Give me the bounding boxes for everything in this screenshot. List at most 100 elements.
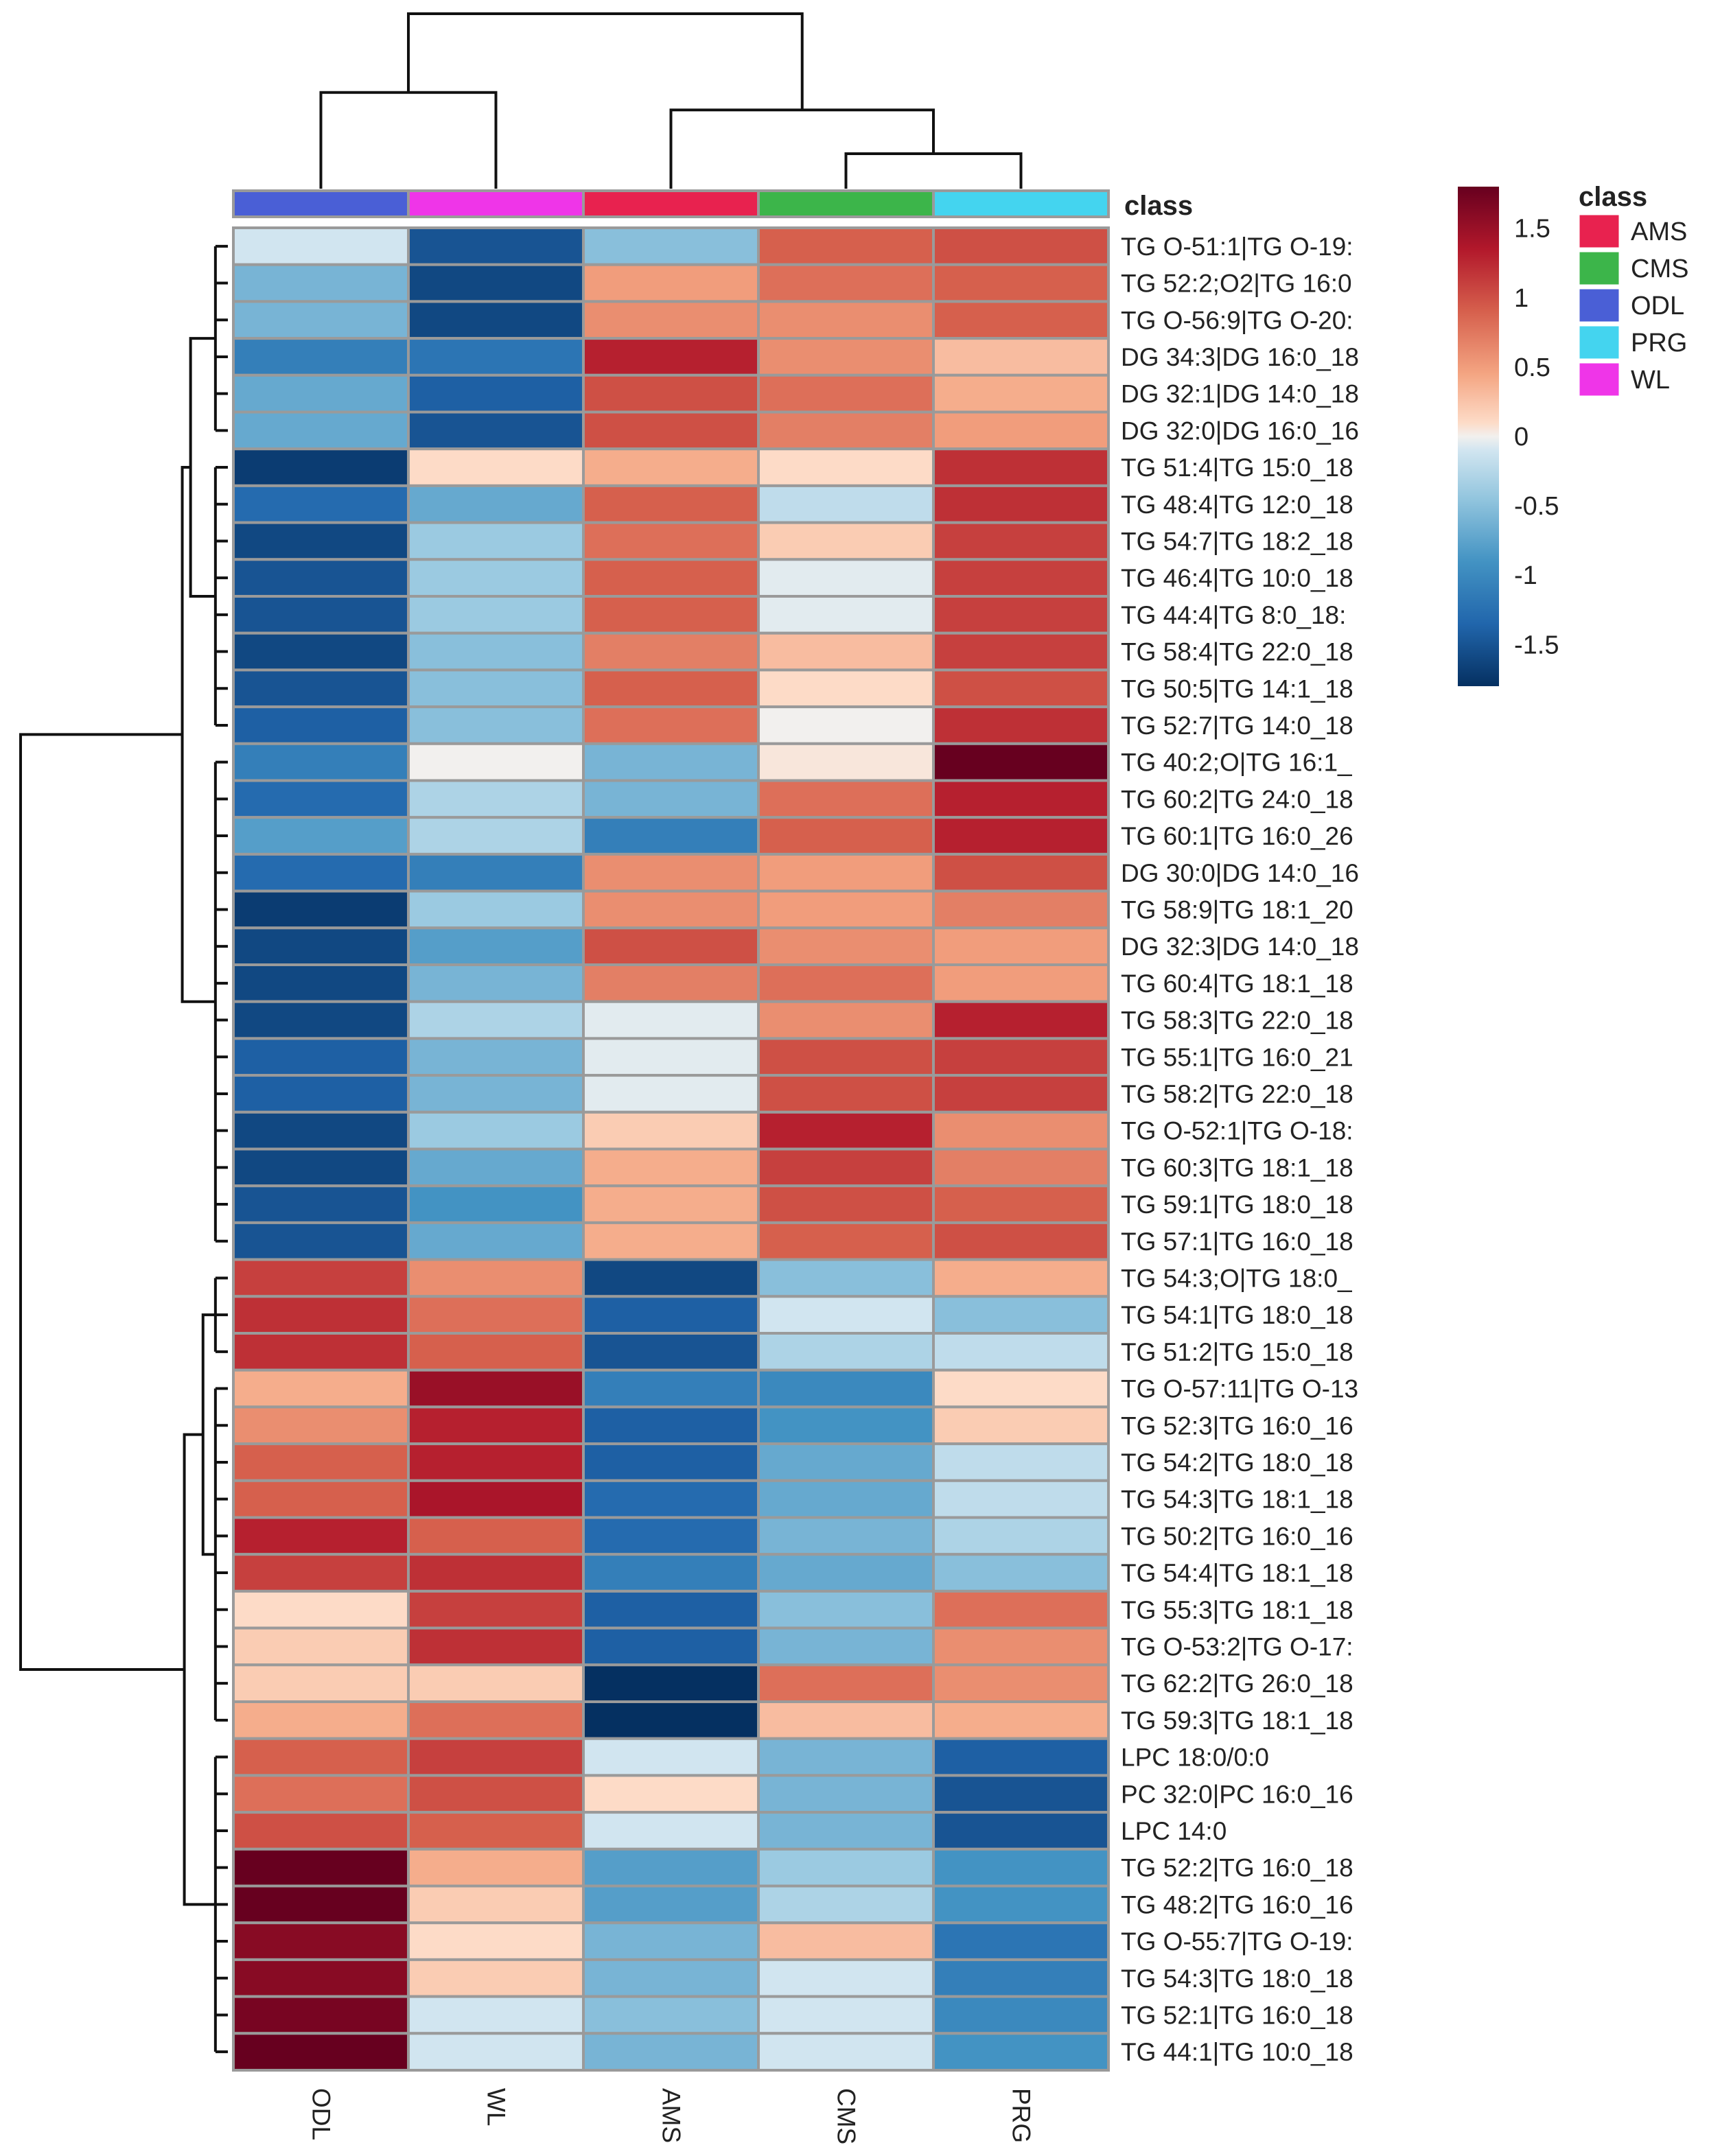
- heatmap-cell: [932, 668, 1110, 709]
- heatmap-cell: [757, 852, 935, 893]
- heatmap-cell: [932, 1626, 1110, 1667]
- row-label: TG O-56:9|TG O-20:: [1121, 306, 1353, 334]
- heatmap-cell: [582, 484, 760, 524]
- heatmap-cell: [232, 668, 410, 709]
- heatmap-cell: [232, 852, 410, 893]
- row-label: TG 59:1|TG 18:0_18: [1121, 1191, 1353, 1219]
- heatmap-cell: [407, 1884, 585, 1925]
- heatmap-cell: [932, 1774, 1110, 1814]
- heatmap-cell: [757, 373, 935, 414]
- heatmap-cell: [757, 1737, 935, 1777]
- heatmap-cell: [932, 1479, 1110, 1519]
- heatmap-cell: [932, 1553, 1110, 1593]
- heatmap-cell: [407, 926, 585, 967]
- heatmap-cell: [932, 1184, 1110, 1224]
- heatmap-cell: [232, 889, 410, 930]
- heatmap-cell: [932, 337, 1110, 377]
- heatmap-cell: [757, 1295, 935, 1335]
- color-scale-bar: [1458, 187, 1499, 686]
- color-scale-tick-label: 1: [1514, 284, 1529, 313]
- row-label: TG 54:7|TG 18:2_18: [1121, 527, 1353, 555]
- color-scale-tick-label: -0.5: [1514, 492, 1559, 521]
- heatmap-cell: [232, 521, 410, 561]
- heatmap-cell: [932, 963, 1110, 1003]
- heatmap-cell: [407, 1553, 585, 1593]
- heatmap-cell: [757, 300, 935, 340]
- heatmap-cell: [757, 1368, 935, 1409]
- heatmap-cell: [757, 1516, 935, 1556]
- heatmap-cell: [582, 1553, 760, 1593]
- heatmap-cell: [582, 337, 760, 377]
- heatmap-cell: [757, 595, 935, 635]
- heatmap-cell: [757, 521, 935, 561]
- heatmap-cell: [757, 1774, 935, 1814]
- heatmap-cell: [232, 1147, 410, 1188]
- row-label: TG O-55:7|TG O-19:: [1121, 1927, 1353, 1956]
- class-legend-swatch: [1577, 361, 1621, 398]
- row-label: TG 54:1|TG 18:0_18: [1121, 1301, 1353, 1329]
- heatmap-cell: [407, 1184, 585, 1224]
- row-label: DG 32:1|DG 14:0_18: [1121, 380, 1359, 408]
- heatmap-cell: [757, 1147, 935, 1188]
- row-label: TG O-51:1|TG O-19:: [1121, 233, 1353, 261]
- row-label: TG 58:3|TG 22:0_18: [1121, 1007, 1353, 1035]
- heatmap-cell: [582, 226, 760, 266]
- heatmap-cell: [232, 1847, 410, 1888]
- row-dendrogram: [19, 244, 228, 2054]
- heatmap-cell: [407, 816, 585, 856]
- heatmap-cell: [932, 1295, 1110, 1335]
- class-legend-label: WL: [1631, 366, 1670, 395]
- heatmap-cell: [932, 1074, 1110, 1114]
- heatmap-cell: [932, 889, 1110, 930]
- heatmap-cell: [407, 1405, 585, 1446]
- heatmap-cell: [582, 1921, 760, 1961]
- heatmap-cell: [582, 779, 760, 819]
- heatmap-cell: [932, 705, 1110, 745]
- heatmap-cell: [232, 595, 410, 635]
- heatmap-cell: [407, 1516, 585, 1556]
- row-label: TG 52:1|TG 16:0_18: [1121, 2001, 1353, 2029]
- heatmap-cell: [757, 1811, 935, 1851]
- heatmap-cell: [232, 410, 410, 451]
- heatmap-cell: [232, 926, 410, 967]
- heatmap-cell: [932, 1811, 1110, 1851]
- heatmap-cell: [932, 1000, 1110, 1040]
- row-label: TG 54:3|TG 18:1_18: [1121, 1486, 1353, 1514]
- heatmap-cell: [582, 1295, 760, 1335]
- row-label: TG 60:1|TG 16:0_26: [1121, 822, 1353, 850]
- heatmap-cell: [757, 226, 935, 266]
- row-label: TG 51:2|TG 15:0_18: [1121, 1338, 1353, 1366]
- heatmap-cell: [932, 263, 1110, 303]
- heatmap-cell: [232, 226, 410, 266]
- heatmap-cell: [407, 1442, 585, 1482]
- heatmap-cell: [582, 1995, 760, 2035]
- heatmap-cell: [757, 926, 935, 967]
- heatmap-cell: [232, 779, 410, 819]
- row-label: TG 46:4|TG 10:0_18: [1121, 564, 1353, 592]
- heatmap-cell: [232, 1110, 410, 1151]
- heatmap-cell: [932, 631, 1110, 672]
- heatmap-cell: [407, 2032, 585, 2072]
- heatmap-cell: [407, 300, 585, 340]
- row-label: DG 32:0|DG 16:0_16: [1121, 417, 1359, 445]
- heatmap-cell: [932, 447, 1110, 487]
- row-label: LPC 18:0/0:0: [1121, 1744, 1269, 1772]
- heatmap-cell: [407, 963, 585, 1003]
- heatmap-cell: [932, 558, 1110, 598]
- heatmap-cell: [407, 263, 585, 303]
- heatmap-cell: [757, 889, 935, 930]
- heatmap-cell: [757, 1663, 935, 1704]
- heatmap-cell: [407, 668, 585, 709]
- heatmap-cell: [582, 1479, 760, 1519]
- row-label: TG 60:2|TG 24:0_18: [1121, 785, 1353, 813]
- heatmap-cell: [757, 705, 935, 745]
- heatmap-cell: [582, 1847, 760, 1888]
- heatmap-cell: [407, 1037, 585, 1077]
- heatmap-cell: [582, 1774, 760, 1814]
- heatmap-cell: [582, 1110, 760, 1151]
- row-label: TG 52:2|TG 16:0_18: [1121, 1854, 1353, 1882]
- heatmap-cell: [932, 1737, 1110, 1777]
- heatmap-cell: [932, 1516, 1110, 1556]
- color-scale-tick-label: -1.5: [1514, 631, 1559, 659]
